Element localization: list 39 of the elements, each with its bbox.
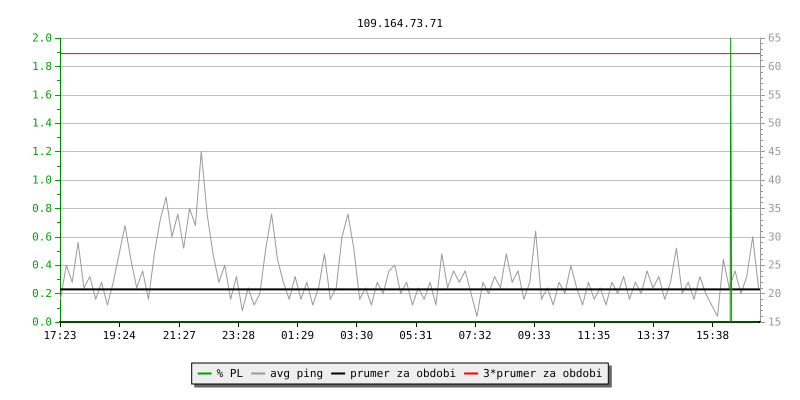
- y-tick-label: 1.0: [32, 174, 52, 186]
- x-tick-label: 01:29: [281, 329, 314, 342]
- y-tick-label: 1.6: [32, 88, 52, 102]
- y-tick-label: 1.4: [32, 116, 52, 130]
- y2-tick-label: 35: [768, 202, 782, 215]
- y-tick-label: 0.2: [32, 287, 52, 300]
- x-tick-label: 15:38: [696, 329, 730, 342]
- x-tick-label: 23:28: [222, 329, 255, 342]
- x-tick-label: 11:35: [577, 329, 610, 342]
- legend-label: 3*prumer za obdobi: [483, 367, 602, 380]
- x-tick-label: 05:31: [399, 329, 432, 342]
- y2-tick-label: 60: [768, 60, 782, 73]
- chart-title: 109.164.73.71: [356, 17, 444, 30]
- x-tick-label: 13:37: [636, 329, 670, 342]
- y-tick-label: 1.2: [32, 145, 52, 158]
- x-tick-label: 19:24: [102, 329, 136, 342]
- x-tick-label: 03:30: [340, 329, 374, 342]
- y-tick-label: 1.8: [32, 60, 52, 73]
- y-tick-label: 2.0: [32, 32, 52, 44]
- y2-tick-label: 50: [768, 116, 782, 130]
- x-tick-label: 09:33: [518, 329, 551, 342]
- y2-tick-label: 20: [768, 287, 782, 300]
- x-tick-label: 07:32: [458, 329, 492, 342]
- y2-tick-label: 40: [768, 174, 782, 186]
- y-tick-label: 0.4: [32, 258, 52, 272]
- y2-tick-label: 25: [768, 258, 782, 272]
- y2-tick-label: 65: [768, 32, 782, 44]
- y-tick-label: 0.8: [32, 202, 52, 215]
- y-tick-label: 0.6: [32, 230, 52, 244]
- y2-tick-label: 15: [768, 316, 782, 328]
- x-tick-label: 21:27: [162, 329, 196, 342]
- legend-label: % PL: [216, 367, 244, 380]
- legend-label: avg ping: [270, 367, 324, 380]
- x-tick-label: 17:23: [43, 329, 77, 342]
- legend-label: prumer za obdobi: [350, 367, 456, 380]
- y2-tick-label: 30: [768, 230, 782, 244]
- y2-tick-label: 55: [768, 88, 782, 102]
- y-tick-label: 0.0: [32, 316, 52, 328]
- y2-tick-label: 45: [768, 145, 782, 158]
